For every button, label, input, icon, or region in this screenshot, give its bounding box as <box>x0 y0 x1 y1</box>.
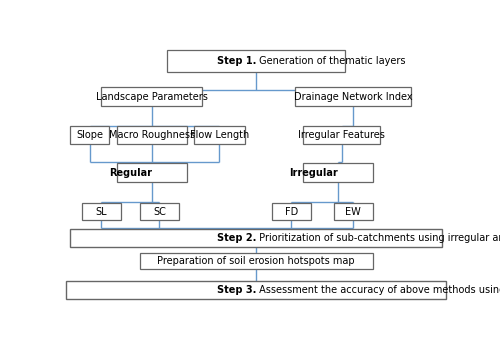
Text: Step 3.: Step 3. <box>217 285 256 295</box>
FancyBboxPatch shape <box>82 203 120 220</box>
Text: SC: SC <box>153 207 166 217</box>
Text: Macro Roughness: Macro Roughness <box>108 131 194 140</box>
FancyBboxPatch shape <box>70 229 442 247</box>
FancyBboxPatch shape <box>140 203 179 220</box>
FancyBboxPatch shape <box>117 164 186 182</box>
FancyBboxPatch shape <box>167 50 346 72</box>
FancyBboxPatch shape <box>140 253 372 269</box>
Text: Generation of thematic layers: Generation of thematic layers <box>256 56 406 66</box>
Text: Flow Length: Flow Length <box>190 131 249 140</box>
Text: Irregular Features: Irregular Features <box>298 131 385 140</box>
Text: Preparation of soil erosion hotspots map: Preparation of soil erosion hotspots map <box>158 256 355 266</box>
FancyBboxPatch shape <box>117 126 186 144</box>
Text: Regular: Regular <box>108 168 152 178</box>
FancyBboxPatch shape <box>303 126 380 144</box>
Text: Step 1.: Step 1. <box>217 56 256 66</box>
Text: Prioritization of sub-catchments using irregular and regular methods: Prioritization of sub-catchments using i… <box>256 233 500 243</box>
FancyBboxPatch shape <box>295 87 411 106</box>
Text: FD: FD <box>284 207 298 217</box>
Text: Landscape Parameters: Landscape Parameters <box>96 92 208 102</box>
FancyBboxPatch shape <box>334 203 372 220</box>
FancyBboxPatch shape <box>272 203 310 220</box>
FancyBboxPatch shape <box>66 281 446 299</box>
Text: Assessment the accuracy of above methods using superimposing methods: Assessment the accuracy of above methods… <box>256 285 500 295</box>
Text: Step 2.: Step 2. <box>217 233 256 243</box>
Text: Slope: Slope <box>76 131 103 140</box>
FancyBboxPatch shape <box>194 126 244 144</box>
Text: Irregular: Irregular <box>289 168 338 178</box>
Text: Drainage Network Index: Drainage Network Index <box>294 92 412 102</box>
FancyBboxPatch shape <box>303 164 372 182</box>
Text: EW: EW <box>345 207 361 217</box>
FancyBboxPatch shape <box>101 87 202 106</box>
Text: SL: SL <box>96 207 107 217</box>
FancyBboxPatch shape <box>70 126 109 144</box>
